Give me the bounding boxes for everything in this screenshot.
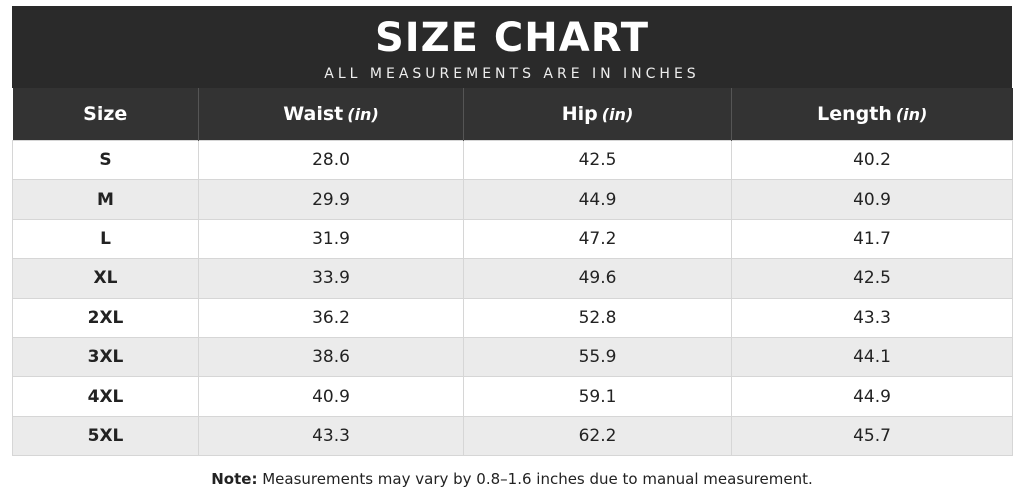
header-row: Size Waist (in) Hip (in) Length (in) xyxy=(12,88,1013,141)
table-row: 5XL 43.3 62.2 45.7 xyxy=(12,415,1013,457)
table-row: M 29.9 44.9 40.9 xyxy=(12,179,1013,220)
measurement-cell: 33.9 xyxy=(198,258,464,299)
measurement-cell: 44.9 xyxy=(463,179,732,220)
column-header: Size xyxy=(12,88,199,141)
measurement-cell: 42.5 xyxy=(463,139,732,181)
measurement-cell: 29.9 xyxy=(198,179,464,220)
column-unit: (in) xyxy=(895,105,928,124)
column-header: Hip (in) xyxy=(463,88,732,141)
size-cell: S xyxy=(12,139,199,181)
measurement-cell: 40.2 xyxy=(731,139,1013,181)
table-row: S 28.0 42.5 40.2 xyxy=(12,139,1013,181)
table-head: Size Waist (in) Hip (in) Length (in) xyxy=(12,88,1013,141)
measurement-cell: 55.9 xyxy=(463,336,732,378)
measurement-cell: 43.3 xyxy=(731,297,1013,338)
measurement-cell: 42.5 xyxy=(731,258,1013,299)
table-row: 2XL 36.2 52.8 43.3 xyxy=(12,297,1013,338)
measurement-cell: 59.1 xyxy=(463,376,732,417)
measurement-cell: 40.9 xyxy=(198,376,464,417)
measurement-cell: 38.6 xyxy=(198,336,464,378)
measurement-cell: 44.9 xyxy=(731,376,1013,417)
column-header: Waist (in) xyxy=(198,88,464,141)
title: SIZE CHART xyxy=(374,15,650,61)
measurement-cell: 36.2 xyxy=(198,297,464,338)
subtitle: ALL MEASUREMENTS ARE IN INCHES xyxy=(324,66,700,82)
size-chart: SIZE CHART ALL MEASUREMENTS ARE IN INCHE… xyxy=(12,6,1013,457)
size-cell: 5XL xyxy=(12,415,199,457)
column-label: Length xyxy=(817,103,892,125)
measurement-cell: 31.9 xyxy=(198,218,464,260)
table-row: XL 33.9 49.6 42.5 xyxy=(12,258,1013,299)
size-cell: L xyxy=(12,218,199,260)
measurement-cell: 40.9 xyxy=(731,179,1013,220)
note: Note: Measurements may vary by 0.8–1.6 i… xyxy=(0,470,1024,488)
table-row: 4XL 40.9 59.1 44.9 xyxy=(12,376,1013,417)
column-header: Length (in) xyxy=(731,88,1013,141)
column-label: Hip xyxy=(561,103,598,125)
measurement-cell: 44.1 xyxy=(731,336,1013,378)
measurement-cell: 43.3 xyxy=(198,415,464,457)
measurement-cell: 41.7 xyxy=(731,218,1013,260)
size-cell: M xyxy=(12,179,199,220)
column-label: Size xyxy=(83,103,128,125)
table-row: L 31.9 47.2 41.7 xyxy=(12,218,1013,260)
column-label: Waist xyxy=(283,103,344,125)
measurement-cell: 28.0 xyxy=(198,139,464,181)
table-body: S 28.0 42.5 40.2 M 29.9 44.9 40.9 L 31.9 47.2 41.7 X… xyxy=(12,139,1013,457)
note-label: Note: xyxy=(211,470,258,488)
table-row: 3XL 38.6 55.9 44.1 xyxy=(12,336,1013,378)
note-text: Measurements may vary by 0.8–1.6 inches … xyxy=(262,470,813,488)
column-unit: (in) xyxy=(601,105,634,124)
measurement-cell: 62.2 xyxy=(463,415,732,457)
size-cell: XL xyxy=(12,258,199,299)
size-table: Size Waist (in) Hip (in) Length (in) S 28.0 42.5… xyxy=(12,88,1013,457)
title-bar: SIZE CHART ALL MEASUREMENTS ARE IN INCHE… xyxy=(12,6,1012,88)
measurement-cell: 52.8 xyxy=(463,297,732,338)
measurement-cell: 47.2 xyxy=(463,218,732,260)
measurement-cell: 49.6 xyxy=(463,258,732,299)
measurement-cell: 45.7 xyxy=(731,415,1013,457)
size-cell: 2XL xyxy=(12,297,199,338)
column-unit: (in) xyxy=(347,105,379,124)
size-cell: 3XL xyxy=(12,336,199,378)
size-cell: 4XL xyxy=(12,376,199,417)
